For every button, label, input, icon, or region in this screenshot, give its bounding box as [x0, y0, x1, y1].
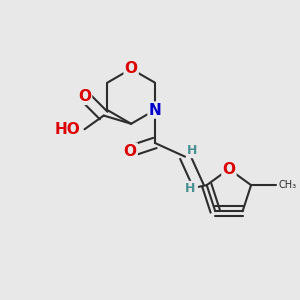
Text: O: O: [222, 161, 236, 176]
Text: O: O: [124, 61, 138, 76]
Text: O: O: [124, 144, 137, 159]
Text: HO: HO: [54, 122, 80, 137]
Text: CH₃: CH₃: [278, 180, 296, 190]
Text: N: N: [148, 103, 161, 118]
Text: O: O: [78, 89, 91, 104]
Text: H: H: [185, 182, 196, 195]
Text: H: H: [187, 144, 198, 157]
